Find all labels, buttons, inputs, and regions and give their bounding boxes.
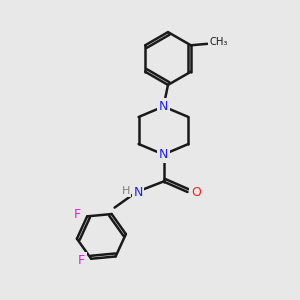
Text: N: N	[159, 100, 168, 113]
Text: CH₃: CH₃	[210, 37, 228, 47]
Text: F: F	[78, 254, 85, 267]
Text: H: H	[122, 185, 130, 196]
Text: N: N	[159, 148, 168, 161]
Text: N: N	[133, 185, 143, 199]
Text: F: F	[74, 208, 81, 221]
Text: O: O	[191, 185, 201, 199]
